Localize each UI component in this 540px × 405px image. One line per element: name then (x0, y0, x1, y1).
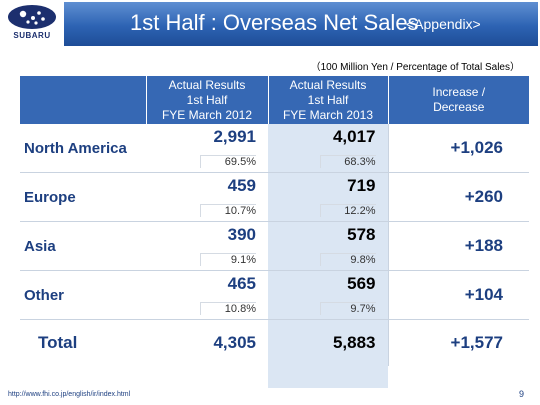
percent-fye2013: 9.8% (319, 252, 376, 266)
highlight-column-2013 (268, 76, 388, 388)
table-row-percent: 9.1% 9.8% (20, 248, 529, 271)
total-row: Total 4,305 5,883 +1,577 (20, 319, 529, 366)
total-fye2013: 5,883 (332, 333, 376, 352)
column-header-line: FYE March 2013 (282, 107, 374, 122)
table-row-percent: 10.7% 12.2% (20, 199, 529, 222)
footer-url: http://www.fhi.co.jp/english/ir/index.ht… (8, 391, 131, 398)
change-value: +260 (387, 172, 529, 222)
logo-wordmark: SUBARU (13, 31, 51, 40)
table-header-row: Actual Results 1st Half FYE March 2012 A… (20, 76, 529, 124)
overseas-sales-table: Actual Results 1st Half FYE March 2012 A… (20, 76, 529, 366)
percent-fye2013: 12.2% (319, 203, 376, 217)
column-header-line: 1st Half (186, 92, 228, 107)
header-corner (20, 76, 146, 124)
percent-fye2012: 10.8% (200, 301, 256, 315)
value-fye2012: 465 (227, 274, 256, 293)
column-header-fye2012: Actual Results 1st Half FYE March 2012 (145, 76, 268, 124)
change-value: +1,026 (387, 124, 529, 173)
value-fye2013: 4,017 (332, 127, 376, 146)
subaru-logo: SUBARU (6, 4, 58, 44)
table-row: Europe 459 719 +260 (20, 172, 529, 222)
value-fye2012: 459 (227, 176, 256, 195)
column-header-line: Actual Results (289, 77, 367, 92)
change-value: +104 (387, 270, 529, 320)
header: SUBARU 1st Half : Overseas Net Sales <Ap… (0, 0, 540, 50)
value-fye2012: 2,991 (213, 127, 256, 146)
table-row-percent: 69.5% 68.3% (20, 150, 529, 173)
table-row: Other 465 569 +104 (20, 270, 529, 320)
value-fye2013: 578 (347, 225, 376, 244)
change-value: +188 (387, 221, 529, 271)
percent-fye2012: 9.1% (200, 252, 256, 266)
column-header-line: Decrease (433, 100, 485, 114)
total-fye2012: 4,305 (213, 333, 256, 352)
total-change: +1,577 (387, 319, 529, 366)
column-header-change: Increase / Decrease (387, 76, 529, 124)
column-header-line: 1st Half (307, 92, 349, 107)
appendix-label: <Appendix> (406, 16, 481, 32)
table-row-percent: 10.8% 9.7% (20, 297, 529, 320)
percent-fye2012: 69.5% (200, 154, 256, 168)
region-label: North America (20, 124, 146, 173)
percent-fye2012: 10.7% (200, 203, 256, 217)
column-header-fye2013: Actual Results 1st Half FYE March 2013 (267, 76, 388, 124)
page-title: 1st Half : Overseas Net Sales (130, 10, 419, 35)
percent-fye2013: 68.3% (319, 154, 376, 168)
region-label: Other (20, 270, 146, 320)
page-number: 9 (518, 389, 524, 399)
region-label: Europe (20, 172, 146, 222)
total-label: Total (38, 333, 78, 352)
value-fye2013: 569 (347, 274, 376, 293)
pleiades-star-icon (8, 5, 56, 29)
value-fye2012: 390 (227, 225, 256, 244)
column-header-line: Actual Results (168, 77, 246, 92)
table-row: North America 2,991 4,017 +1,026 (20, 124, 529, 173)
region-label: Asia (20, 221, 146, 271)
title-bar: 1st Half : Overseas Net Sales <Appendix> (64, 2, 538, 46)
unit-note: （100 Million Yen / Percentage of Total S… (310, 62, 520, 73)
table-row: Asia 390 578 +188 (20, 221, 529, 271)
percent-fye2013: 9.7% (319, 301, 376, 315)
value-fye2013: 719 (347, 176, 376, 195)
column-header-line: Increase / (432, 85, 486, 99)
column-header-line: FYE March 2012 (161, 107, 253, 122)
